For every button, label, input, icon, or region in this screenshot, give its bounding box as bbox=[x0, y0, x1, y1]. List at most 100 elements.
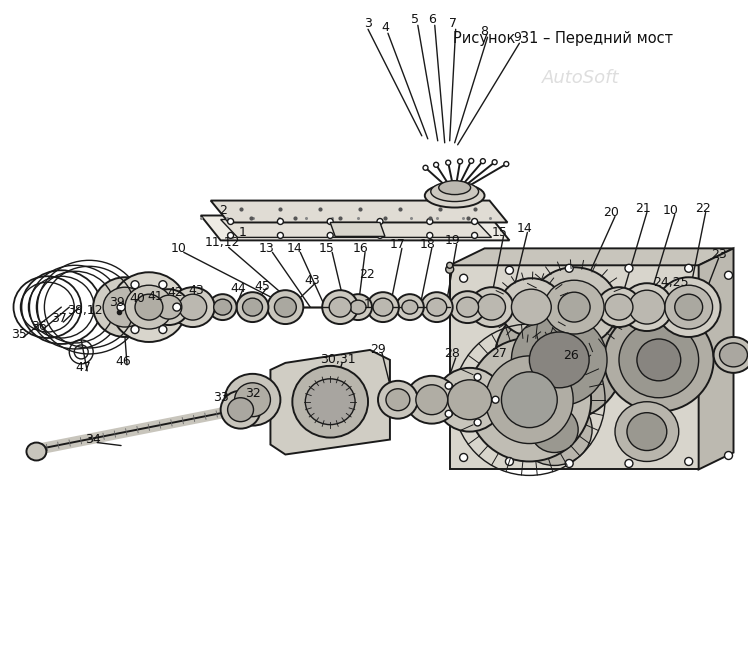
Ellipse shape bbox=[506, 266, 514, 274]
Ellipse shape bbox=[685, 458, 693, 466]
Ellipse shape bbox=[436, 368, 503, 431]
Ellipse shape bbox=[446, 382, 452, 389]
Ellipse shape bbox=[171, 287, 214, 327]
Text: 23: 23 bbox=[711, 248, 727, 261]
Text: 10: 10 bbox=[663, 204, 679, 217]
Ellipse shape bbox=[446, 410, 452, 417]
Ellipse shape bbox=[131, 325, 139, 333]
Text: 1: 1 bbox=[238, 226, 247, 239]
Ellipse shape bbox=[481, 158, 485, 164]
Text: 7: 7 bbox=[448, 17, 457, 30]
Ellipse shape bbox=[625, 460, 633, 468]
Ellipse shape bbox=[469, 158, 474, 164]
Ellipse shape bbox=[506, 458, 514, 466]
Text: 34: 34 bbox=[86, 433, 101, 446]
Polygon shape bbox=[450, 265, 699, 470]
Ellipse shape bbox=[625, 264, 633, 272]
Text: 21: 21 bbox=[635, 202, 651, 215]
Text: 8: 8 bbox=[481, 25, 488, 38]
Ellipse shape bbox=[117, 303, 125, 311]
Ellipse shape bbox=[433, 162, 439, 167]
Ellipse shape bbox=[377, 219, 383, 225]
Ellipse shape bbox=[242, 298, 262, 316]
Ellipse shape bbox=[149, 289, 189, 325]
Text: 14: 14 bbox=[517, 222, 532, 235]
Ellipse shape bbox=[427, 219, 433, 225]
Ellipse shape bbox=[504, 162, 509, 166]
Ellipse shape bbox=[685, 264, 693, 272]
Text: 33: 33 bbox=[213, 391, 229, 404]
Ellipse shape bbox=[322, 290, 358, 324]
Ellipse shape bbox=[448, 380, 491, 419]
Polygon shape bbox=[220, 219, 491, 238]
Ellipse shape bbox=[227, 219, 233, 225]
Ellipse shape bbox=[713, 337, 750, 373]
Text: 10: 10 bbox=[171, 242, 187, 255]
Ellipse shape bbox=[675, 294, 703, 320]
Ellipse shape bbox=[278, 232, 284, 238]
Text: 15: 15 bbox=[491, 226, 508, 239]
Ellipse shape bbox=[447, 262, 453, 268]
Text: 46: 46 bbox=[116, 356, 131, 368]
Text: 43: 43 bbox=[189, 284, 205, 297]
Text: 1: 1 bbox=[364, 298, 372, 311]
Text: 32: 32 bbox=[244, 387, 260, 401]
Ellipse shape bbox=[156, 295, 182, 319]
Ellipse shape bbox=[421, 292, 453, 322]
Text: Рисунок 31 – Передний мост: Рисунок 31 – Передний мост bbox=[454, 32, 674, 46]
Ellipse shape bbox=[566, 264, 573, 272]
Ellipse shape bbox=[104, 287, 147, 327]
Ellipse shape bbox=[724, 452, 733, 460]
Text: 22: 22 bbox=[359, 268, 375, 280]
Ellipse shape bbox=[214, 299, 232, 315]
Ellipse shape bbox=[135, 294, 163, 320]
Ellipse shape bbox=[367, 292, 399, 322]
Ellipse shape bbox=[235, 382, 271, 417]
Ellipse shape bbox=[615, 402, 679, 462]
Ellipse shape bbox=[292, 366, 368, 437]
Ellipse shape bbox=[637, 339, 681, 381]
Ellipse shape bbox=[472, 219, 478, 225]
Ellipse shape bbox=[724, 271, 733, 279]
Ellipse shape bbox=[344, 294, 372, 320]
Text: 13: 13 bbox=[259, 242, 274, 255]
Text: 6: 6 bbox=[427, 13, 436, 25]
Ellipse shape bbox=[492, 397, 499, 403]
Ellipse shape bbox=[327, 232, 333, 238]
Ellipse shape bbox=[478, 294, 506, 320]
Ellipse shape bbox=[657, 277, 721, 337]
Ellipse shape bbox=[627, 413, 667, 450]
Text: 3: 3 bbox=[364, 17, 372, 30]
Text: 18: 18 bbox=[420, 238, 436, 251]
Ellipse shape bbox=[512, 314, 607, 406]
Ellipse shape bbox=[494, 298, 624, 421]
Ellipse shape bbox=[558, 292, 590, 322]
Ellipse shape bbox=[236, 292, 268, 322]
Ellipse shape bbox=[111, 272, 187, 342]
Text: 29: 29 bbox=[370, 344, 386, 356]
Text: 37: 37 bbox=[51, 311, 68, 325]
Text: 35: 35 bbox=[11, 327, 28, 340]
Ellipse shape bbox=[457, 297, 478, 317]
Ellipse shape bbox=[378, 381, 418, 419]
Ellipse shape bbox=[470, 287, 514, 327]
Text: 5: 5 bbox=[411, 13, 419, 25]
Ellipse shape bbox=[172, 303, 181, 311]
Ellipse shape bbox=[485, 356, 573, 444]
Text: 15: 15 bbox=[318, 242, 334, 255]
Ellipse shape bbox=[472, 232, 478, 238]
Text: 2: 2 bbox=[219, 204, 226, 217]
Polygon shape bbox=[450, 248, 734, 265]
Ellipse shape bbox=[664, 285, 712, 329]
Ellipse shape bbox=[719, 343, 748, 367]
Ellipse shape bbox=[604, 308, 713, 412]
Text: 14: 14 bbox=[286, 242, 302, 255]
Text: 38,12: 38,12 bbox=[68, 303, 103, 317]
Ellipse shape bbox=[402, 300, 418, 314]
Polygon shape bbox=[699, 248, 734, 470]
Ellipse shape bbox=[424, 184, 484, 207]
Text: 45: 45 bbox=[254, 280, 271, 293]
Text: 44: 44 bbox=[231, 282, 247, 295]
Ellipse shape bbox=[430, 182, 478, 201]
Ellipse shape bbox=[530, 267, 618, 347]
